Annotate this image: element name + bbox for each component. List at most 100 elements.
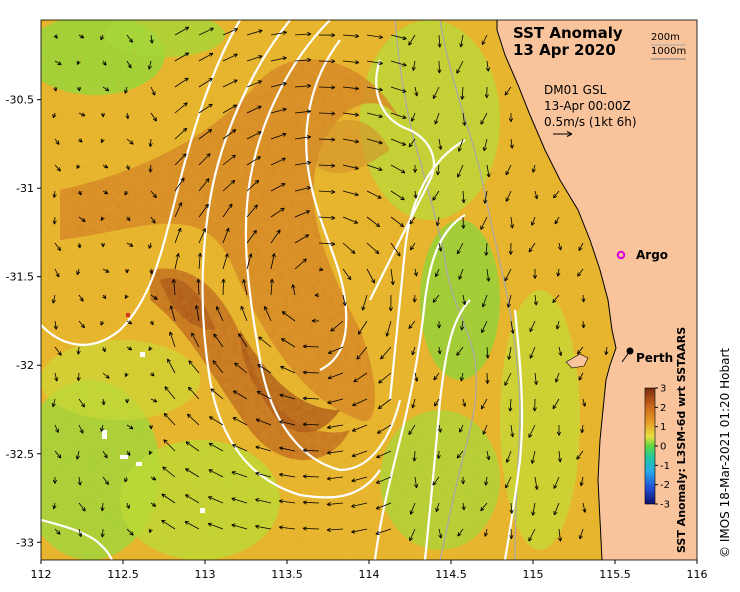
current-arrow <box>302 448 320 453</box>
current-arrow <box>554 372 560 383</box>
current-arrow <box>100 138 105 144</box>
current-arrow <box>318 85 336 90</box>
current-arrow <box>246 131 262 140</box>
isobaths <box>394 19 521 561</box>
current-arrow <box>480 112 488 125</box>
current-arrow <box>330 320 344 332</box>
current-arrow <box>270 132 287 140</box>
current-arrow <box>557 450 562 463</box>
current-arrow <box>366 112 383 119</box>
current-arrow <box>461 216 466 229</box>
current-arrow <box>342 268 352 281</box>
current-arrow <box>171 278 176 296</box>
current-arrow <box>163 412 176 426</box>
current-arrow <box>174 153 187 166</box>
current-arrow <box>409 528 416 542</box>
current-arrow <box>270 107 287 114</box>
current-arrow <box>100 424 105 432</box>
current-arrow <box>380 346 392 360</box>
current-arrow <box>505 164 512 176</box>
current-arrow <box>390 164 406 174</box>
current-arrow <box>198 153 211 166</box>
current-arrow <box>270 229 281 244</box>
current-arrow <box>532 398 537 412</box>
current-arrow <box>351 450 368 458</box>
current-arrow <box>255 445 272 452</box>
current-arrow <box>278 472 296 478</box>
current-arrow <box>533 372 539 386</box>
current-arrow <box>483 190 488 204</box>
current-arrow <box>150 372 155 377</box>
current-arrow <box>124 476 129 483</box>
current-arrow <box>390 112 407 119</box>
current-arrow <box>412 450 417 462</box>
current-arrow <box>436 450 441 459</box>
current-arrow <box>270 157 286 166</box>
current-arrow <box>222 154 236 166</box>
current-arrow <box>342 86 360 91</box>
current-arrow <box>366 268 375 284</box>
current-arrow <box>258 336 272 348</box>
current-arrow <box>437 60 442 74</box>
current-arrow <box>375 502 392 510</box>
current-arrow <box>318 189 336 194</box>
current-arrow <box>318 241 336 247</box>
current-arrow <box>280 365 296 374</box>
current-arrow <box>326 502 344 507</box>
current-arrow <box>508 398 513 412</box>
current-arrow <box>375 476 392 484</box>
current-arrow <box>294 160 312 166</box>
current-arrow <box>269 278 275 296</box>
current-arrow <box>126 502 130 509</box>
current-arrow <box>342 33 360 39</box>
current-arrow <box>270 56 287 62</box>
current-arrow <box>102 60 107 66</box>
current-arrow <box>302 370 320 375</box>
current-arrow <box>150 190 157 199</box>
current-arrow <box>213 333 224 348</box>
current-arrow <box>198 178 210 192</box>
current-arrow <box>508 242 513 255</box>
current-arrow <box>279 420 296 426</box>
current-arrow <box>100 112 106 118</box>
colorbar-tick-label: -3 <box>660 500 670 511</box>
current-arrow <box>187 386 200 400</box>
current-arrow <box>432 190 440 201</box>
current-arrow <box>408 320 416 329</box>
current-arrow <box>53 34 58 39</box>
perth-marker[interactable]: Perth <box>621 347 673 366</box>
current-arrow <box>531 502 536 516</box>
current-arrow <box>279 446 296 452</box>
current-arrow <box>553 476 560 489</box>
current-arrow <box>504 86 512 96</box>
current-arrow <box>78 112 86 117</box>
current-arrow <box>231 471 248 478</box>
current-arrow <box>318 59 336 64</box>
current-arrow <box>278 525 296 530</box>
current-arrow <box>100 502 105 512</box>
vector-scale-arrow <box>553 131 573 137</box>
current-arrow <box>174 102 188 114</box>
current-arrow <box>342 216 359 224</box>
current-arrow <box>125 164 130 171</box>
current-arrow <box>222 79 238 88</box>
current-arrow <box>163 439 176 452</box>
current-arrow <box>342 190 359 197</box>
argo-float-marker[interactable]: Argo <box>616 248 668 262</box>
current-arrow <box>124 398 130 404</box>
current-arrow <box>78 294 84 302</box>
current-arrow <box>174 77 189 88</box>
current-arrow <box>102 86 110 92</box>
current-arrow <box>553 190 560 199</box>
current-arrow <box>482 424 488 435</box>
current-arrow <box>506 294 512 308</box>
current-arrow <box>148 450 153 455</box>
current-arrow <box>279 393 296 400</box>
current-arrow <box>222 104 238 114</box>
current-arrow <box>505 190 512 202</box>
current-arrow <box>462 398 467 407</box>
current-arrow <box>161 519 176 530</box>
current-arrow <box>578 242 584 252</box>
argo-label: Argo <box>636 248 668 262</box>
current-arrow <box>555 320 560 330</box>
